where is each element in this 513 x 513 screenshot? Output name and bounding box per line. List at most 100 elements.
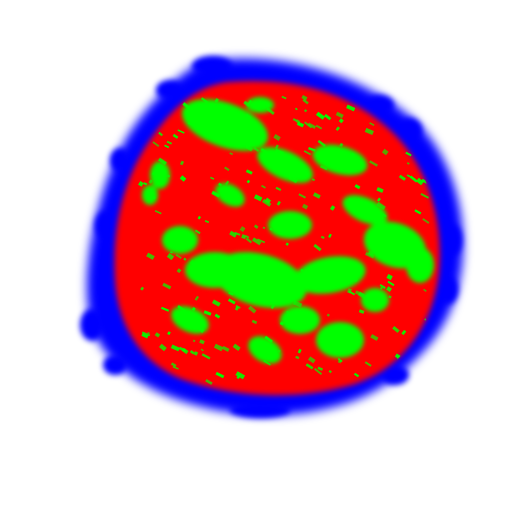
speckle [170, 344, 180, 352]
speckle [166, 140, 173, 145]
speckle [280, 160, 285, 165]
speckle [197, 215, 201, 220]
speckle [193, 266, 200, 273]
speckle [251, 131, 258, 137]
speckle [151, 171, 157, 176]
speckle [255, 263, 264, 271]
speckle [262, 198, 272, 207]
speckle [414, 245, 423, 253]
speckle [177, 129, 185, 134]
speckle [315, 124, 323, 130]
speckle [308, 356, 316, 364]
speckle [234, 231, 241, 236]
speckle [364, 361, 372, 367]
speckle [194, 229, 201, 235]
speckle [248, 305, 257, 314]
speckle [300, 268, 304, 272]
speckle [243, 100, 251, 108]
speckle [315, 111, 326, 120]
speckle [204, 220, 210, 224]
speckle [138, 181, 144, 187]
speckle [161, 306, 170, 312]
speckle [369, 160, 378, 167]
speckle [320, 235, 325, 239]
speckle [326, 313, 330, 317]
speckle [297, 348, 302, 354]
speckle [285, 242, 289, 246]
speckle [302, 203, 309, 210]
speckle [245, 144, 254, 152]
speckle [367, 250, 375, 257]
speckle [152, 141, 160, 147]
speckle [224, 166, 230, 172]
speckle [140, 286, 145, 291]
speckle [252, 105, 261, 111]
speckle [307, 122, 317, 129]
speckle [253, 146, 260, 153]
speckle [239, 226, 246, 232]
speckle [200, 348, 204, 352]
speckle [313, 243, 322, 252]
speckle [405, 151, 412, 157]
speckle [335, 126, 341, 131]
speckle [229, 152, 234, 156]
speckle [253, 194, 263, 202]
speckle [305, 363, 314, 370]
speckle [281, 95, 287, 100]
speckle [210, 176, 215, 180]
speckle [416, 177, 424, 186]
speckle [338, 118, 344, 124]
speckle [208, 125, 213, 129]
speckle [311, 178, 316, 182]
speckle [257, 238, 266, 244]
speckle [379, 284, 386, 290]
speckle [277, 231, 284, 236]
speckle [363, 201, 370, 206]
speckle [370, 334, 379, 341]
outer-boundary-bumps [80, 56, 462, 418]
speckle [232, 343, 241, 351]
speckle [357, 198, 361, 202]
speckle [292, 300, 303, 308]
textured-region-speckle [138, 95, 435, 385]
speckle [285, 227, 293, 233]
speckle [347, 166, 355, 172]
speckle [260, 147, 267, 154]
speckle [200, 97, 209, 104]
speckle [347, 288, 352, 294]
speckle [328, 278, 338, 285]
speckle [266, 107, 275, 115]
speckle [276, 200, 281, 206]
speckle [205, 379, 213, 385]
speckle [376, 187, 384, 193]
speckle [354, 184, 361, 190]
speckle [314, 367, 323, 376]
speckle [270, 304, 275, 310]
speckle [141, 332, 149, 339]
speckle [282, 228, 290, 235]
speckle [194, 295, 200, 301]
speckle [301, 95, 308, 101]
speckle [263, 359, 271, 366]
speckle [364, 127, 374, 136]
speckle [390, 257, 399, 264]
speckle [192, 339, 196, 343]
speckle [245, 235, 250, 239]
speckle [339, 142, 344, 147]
speckle [167, 174, 171, 178]
speckle [381, 148, 389, 156]
speckle [269, 227, 273, 231]
speckle [141, 331, 151, 337]
speckle [376, 201, 386, 210]
speckle [277, 349, 281, 353]
speckle [224, 260, 228, 264]
speckle [177, 305, 187, 313]
speckle [228, 291, 234, 296]
speckle [273, 134, 281, 141]
speckle [423, 288, 427, 292]
speckle [312, 192, 321, 199]
speckle [264, 197, 272, 204]
speckle [386, 273, 393, 281]
speckle [159, 173, 163, 177]
